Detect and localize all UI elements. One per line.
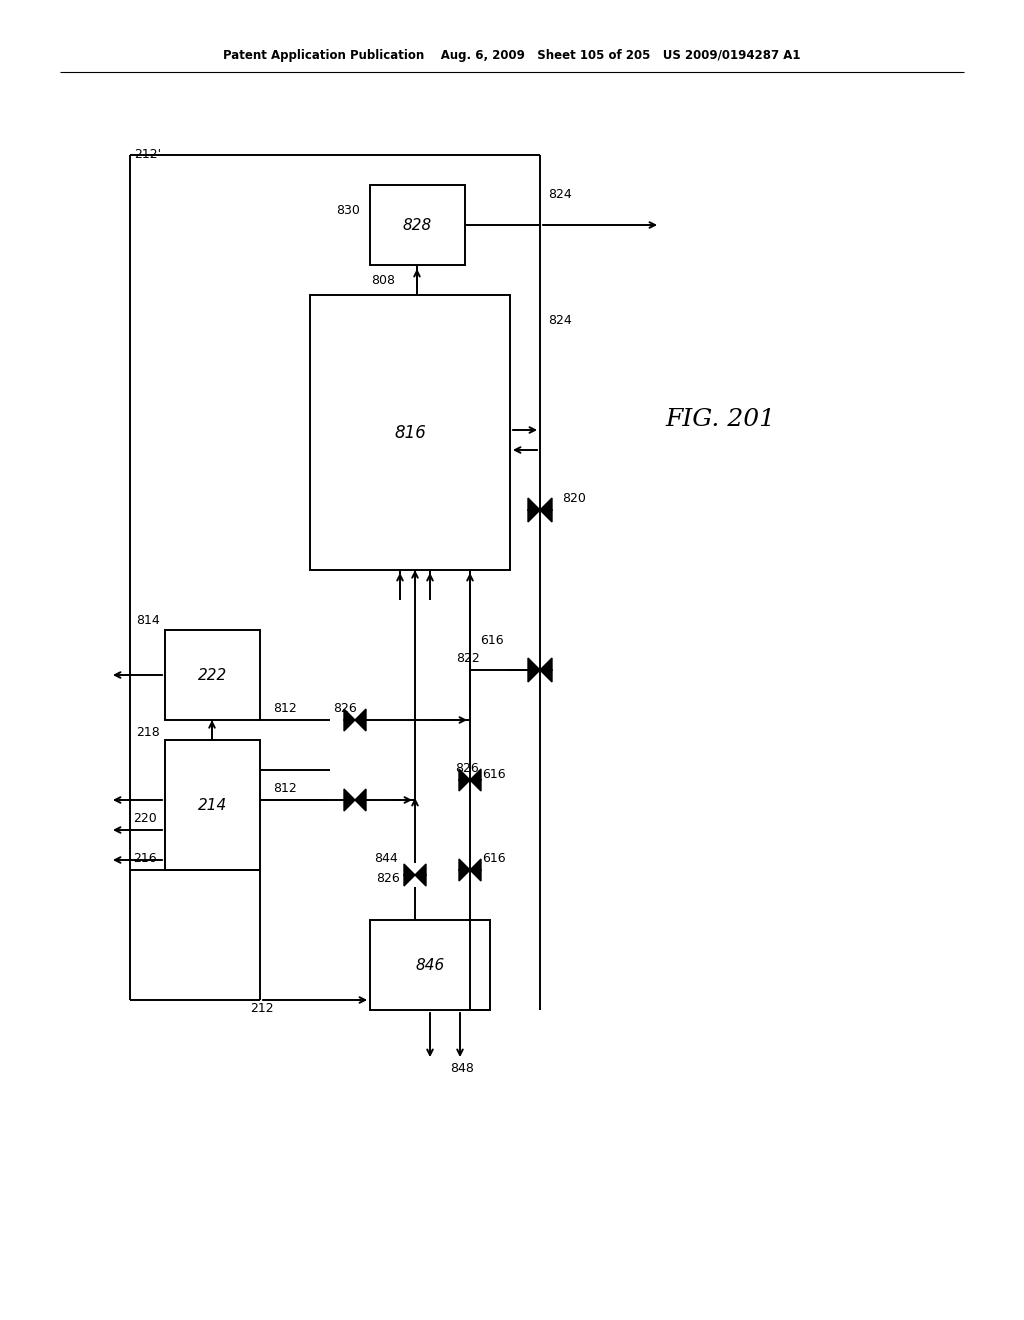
Text: 824: 824 <box>548 189 571 202</box>
Text: 808: 808 <box>371 273 395 286</box>
Bar <box>310 294 510 570</box>
Text: 216: 216 <box>133 851 157 865</box>
Text: FIG. 201: FIG. 201 <box>665 408 775 432</box>
Text: 616: 616 <box>480 634 504 647</box>
Text: 824: 824 <box>548 314 571 326</box>
Polygon shape <box>404 865 415 886</box>
Polygon shape <box>355 789 366 810</box>
Text: 218: 218 <box>136 726 160 738</box>
Text: 812: 812 <box>273 701 297 714</box>
Polygon shape <box>528 657 540 682</box>
Polygon shape <box>415 865 426 886</box>
Text: 214: 214 <box>198 797 227 813</box>
Text: 220: 220 <box>133 812 157 825</box>
Text: 812: 812 <box>273 781 297 795</box>
Text: 828: 828 <box>402 218 432 232</box>
Polygon shape <box>540 657 552 682</box>
Text: 212: 212 <box>250 1002 273 1015</box>
Bar <box>165 741 260 870</box>
Text: 826: 826 <box>455 762 479 775</box>
Text: Patent Application Publication    Aug. 6, 2009   Sheet 105 of 205   US 2009/0194: Patent Application Publication Aug. 6, 2… <box>223 49 801 62</box>
Text: 816: 816 <box>394 424 426 441</box>
Polygon shape <box>344 789 355 810</box>
Polygon shape <box>355 709 366 731</box>
Text: 826: 826 <box>376 871 400 884</box>
Bar <box>370 920 490 1010</box>
Text: 844: 844 <box>374 851 398 865</box>
Text: 814: 814 <box>136 614 160 627</box>
Polygon shape <box>528 498 540 521</box>
Polygon shape <box>459 770 470 791</box>
Bar <box>165 630 260 719</box>
Bar <box>370 185 465 265</box>
Text: 848: 848 <box>451 1061 474 1074</box>
Polygon shape <box>459 859 470 880</box>
Polygon shape <box>470 859 481 880</box>
Text: 822: 822 <box>457 652 480 664</box>
Text: 826: 826 <box>333 701 357 714</box>
Polygon shape <box>470 770 481 791</box>
Text: 846: 846 <box>416 957 444 973</box>
Text: 212': 212' <box>134 149 161 161</box>
Text: 222: 222 <box>198 668 227 682</box>
Text: 616: 616 <box>482 851 506 865</box>
Text: 616: 616 <box>482 768 506 781</box>
Polygon shape <box>344 709 355 731</box>
Text: 830: 830 <box>336 203 360 216</box>
Polygon shape <box>540 498 552 521</box>
Text: 820: 820 <box>562 491 586 504</box>
